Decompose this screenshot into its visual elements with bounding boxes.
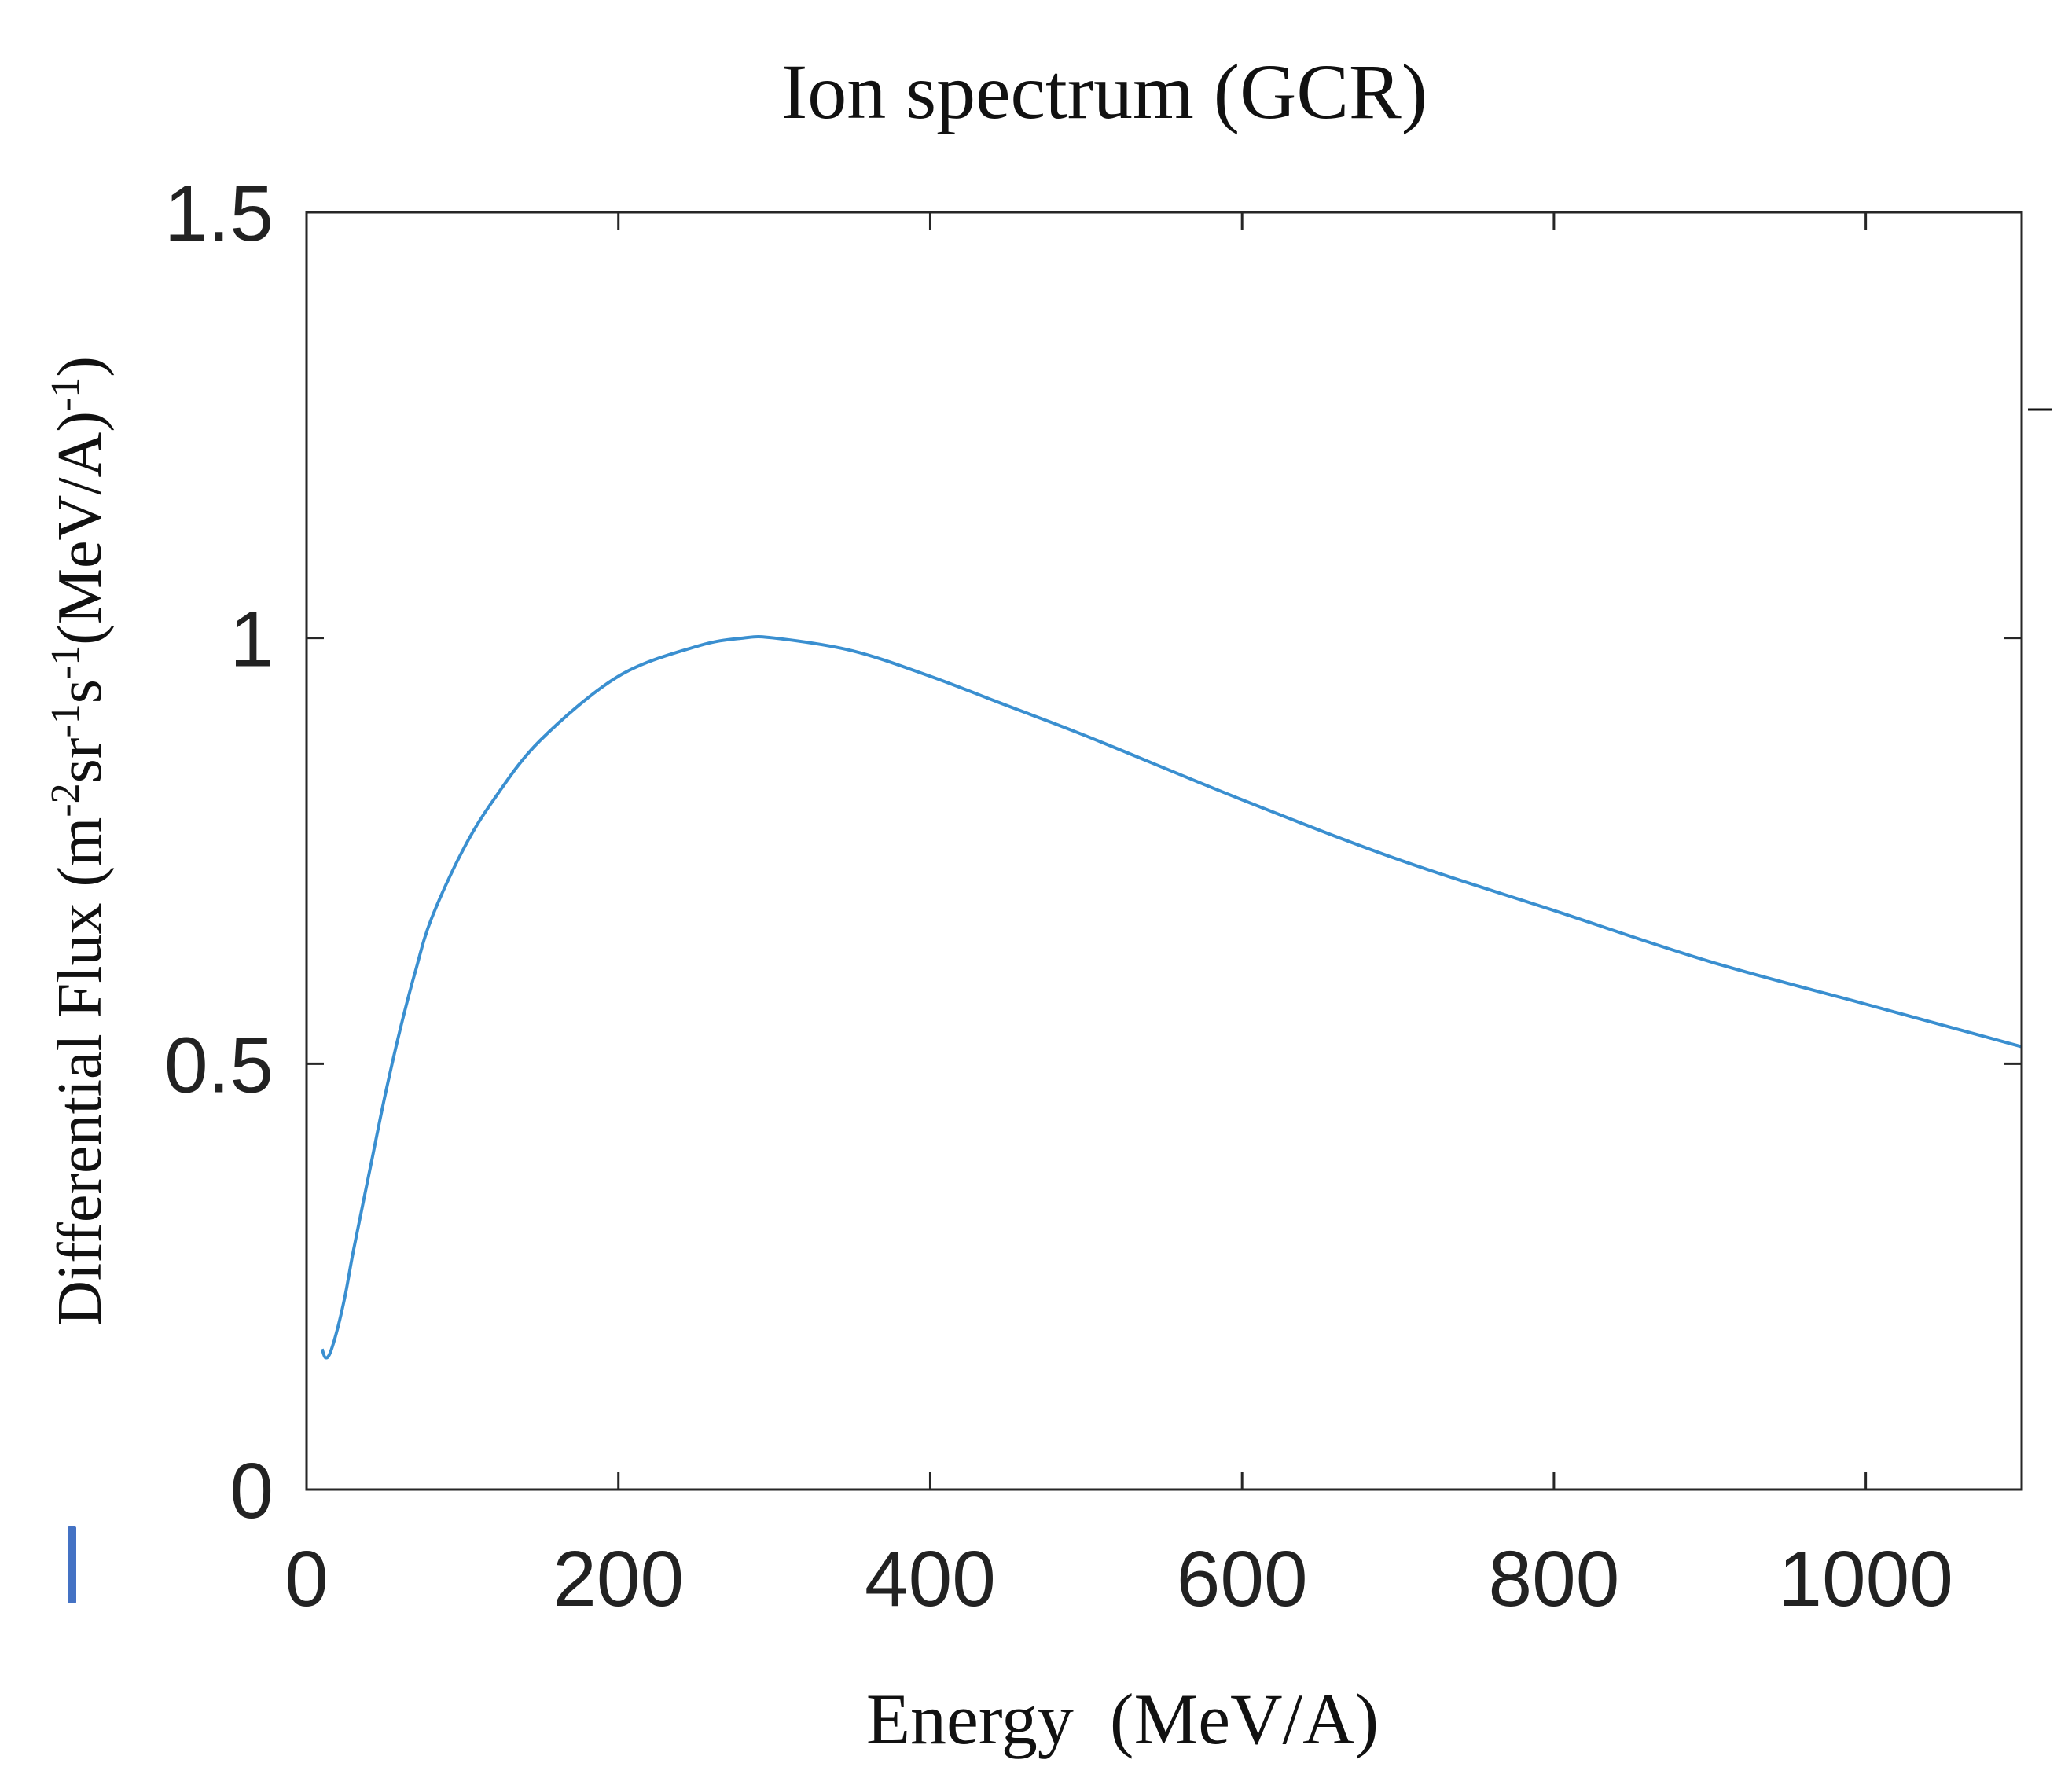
y-label-superscript: -2: [43, 783, 88, 817]
plot-area: [320, 635, 2022, 1360]
y-label-part: ): [46, 356, 115, 377]
y-tick-label: 0.5: [164, 1021, 274, 1109]
x-tick-label: 200: [553, 1535, 684, 1623]
y-tick-label: 1: [230, 596, 274, 684]
y-tick-label: 0: [230, 1447, 274, 1535]
y-label-part: s: [46, 679, 115, 703]
axes: 0 200 400 600 800 1000 0 0.5 1 1.5: [164, 170, 2052, 1623]
x-tick-label: 400: [865, 1535, 996, 1623]
y-tick-label: 1.5: [164, 170, 274, 258]
axes-box: [305, 211, 2023, 1491]
x-tick-label: 800: [1488, 1535, 1619, 1623]
x-tick-label: 600: [1177, 1535, 1308, 1623]
y-label-part: sr: [46, 738, 115, 784]
y-label-superscript: -1: [43, 377, 88, 411]
legend-line-swatch: [68, 1526, 76, 1603]
x-tick-label: 1000: [1778, 1535, 1953, 1623]
y-label-part: Differential Flux (m: [46, 817, 115, 1326]
x-tick-label: 0: [285, 1535, 329, 1623]
y-label-superscript: -1: [43, 645, 88, 679]
y-label-superscript: -1: [43, 703, 88, 737]
series-line: [320, 635, 2022, 1360]
y-axis-label: Differential Flux (m-2sr-1s-1(MeV/A)-1): [43, 356, 116, 1326]
y-label-part: (MeV/A): [46, 411, 115, 645]
chart-title: Ion spectrum (GCR): [781, 48, 1427, 135]
x-axis-label: Energy (MeV/A): [866, 1679, 1379, 1759]
